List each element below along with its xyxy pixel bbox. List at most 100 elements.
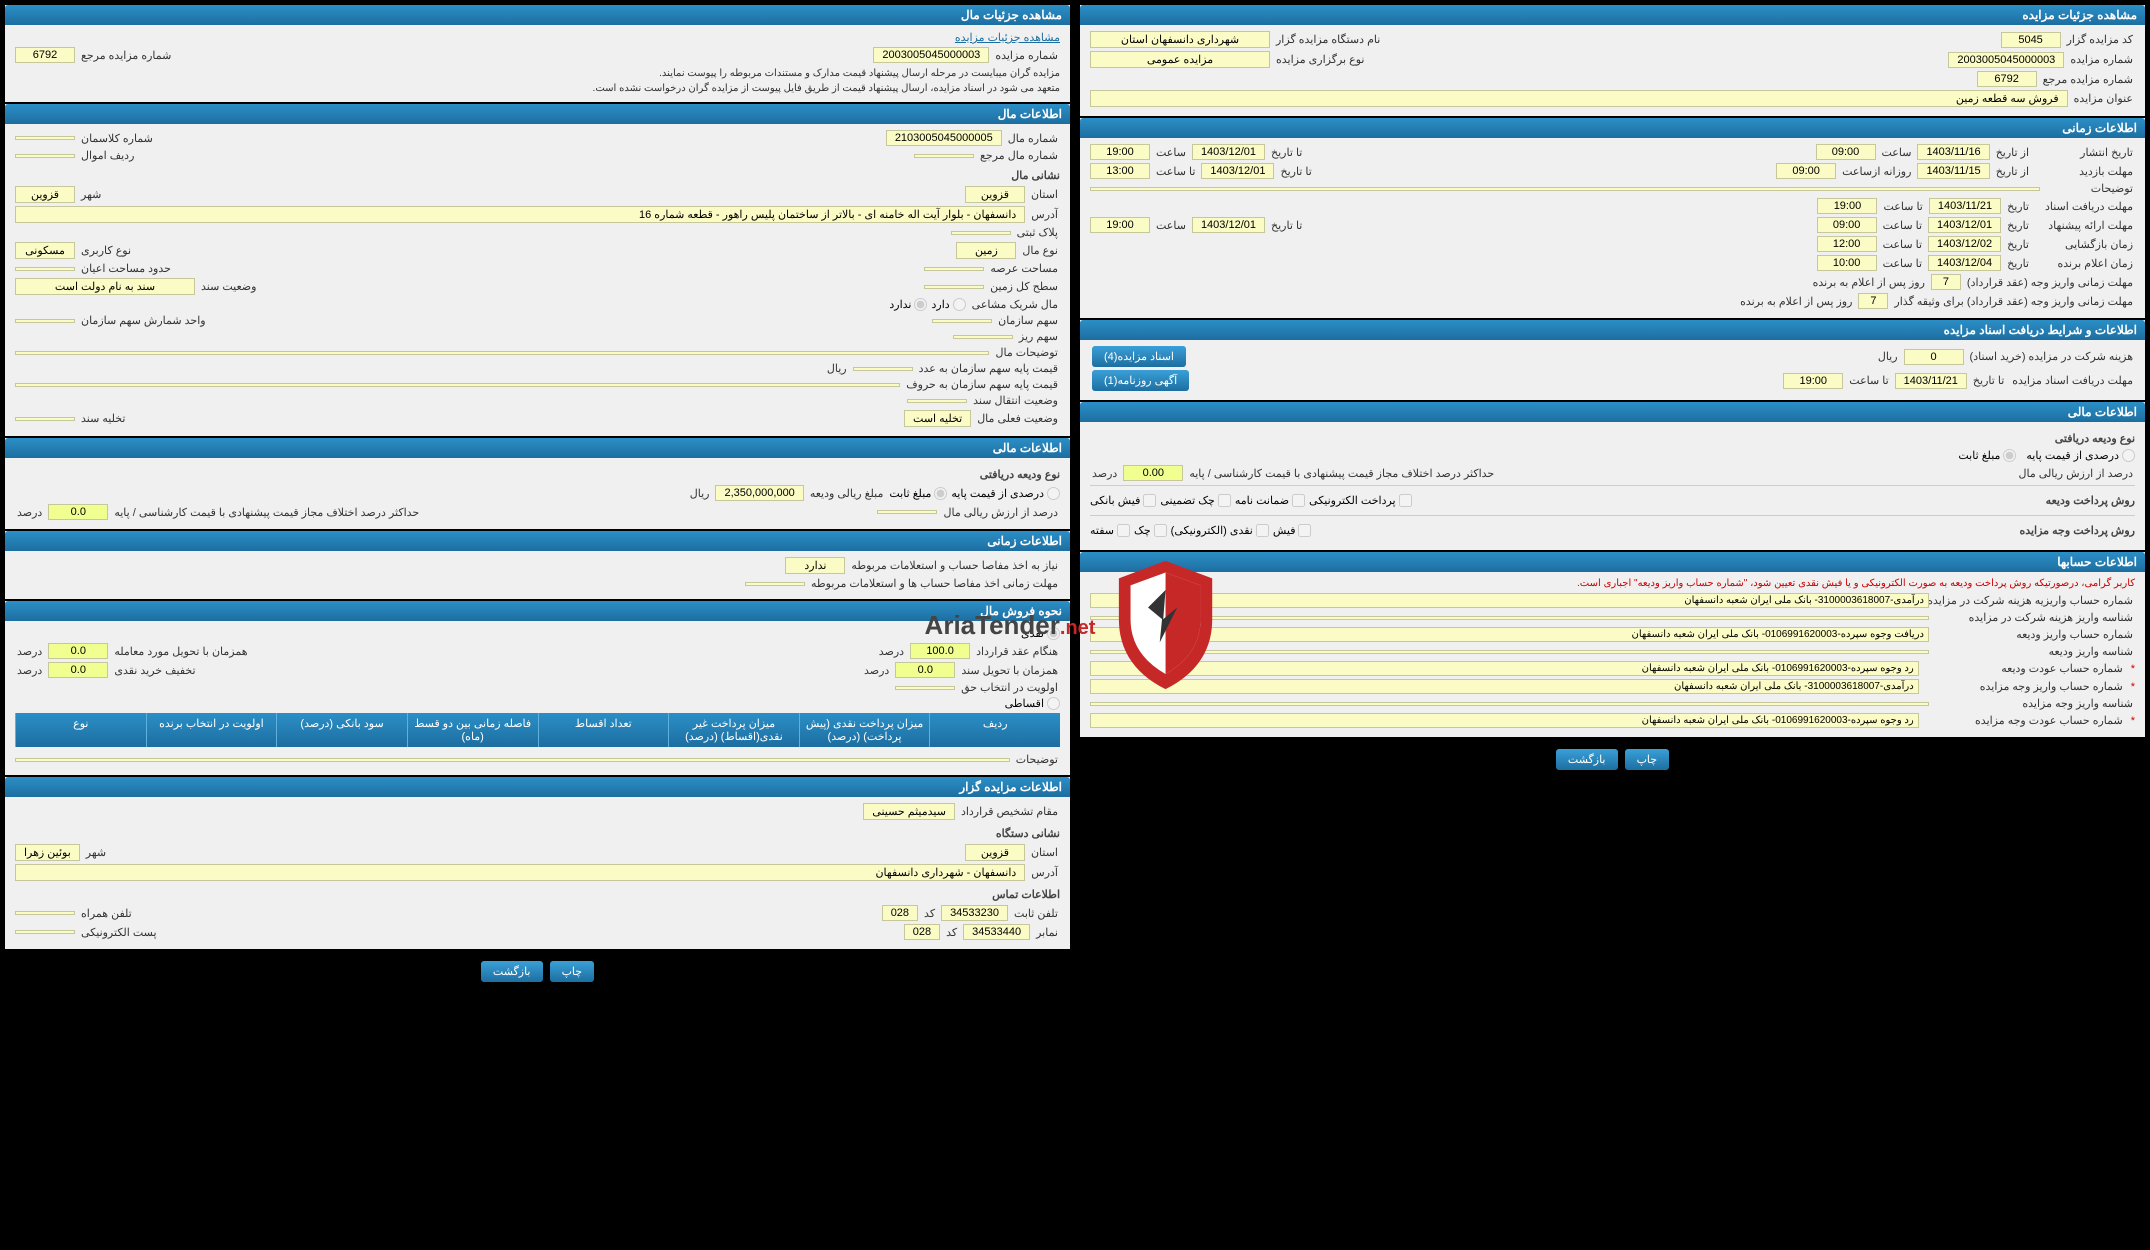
radio-fixed[interactable]: مبلغ ثابت — [889, 487, 947, 500]
tozihat-value — [1090, 187, 2040, 191]
subhead: نشانی دستگاه — [15, 823, 1060, 844]
date-value: 1403/12/01 — [1201, 163, 1274, 179]
check-fish[interactable]: فیش بانکی — [1090, 494, 1156, 507]
bank-label: شماره حساب واریز وجه مزایده — [1925, 680, 2125, 693]
bank-value: درآمدی-3100003618007- بانک ملی ایران شعب… — [1090, 679, 1919, 694]
print-button[interactable]: چاپ — [1625, 749, 1670, 770]
time-value: 09:00 — [1817, 217, 1877, 233]
sh-mozayede-label: شماره مزایده — [2068, 53, 2135, 66]
panel-title: مشاهده جزئیات مال — [5, 5, 1070, 25]
label: قیمت پایه سهم سازمان به عدد — [917, 362, 1060, 375]
value — [15, 930, 75, 934]
label: قیمت پایه سهم سازمان به حروف — [904, 378, 1060, 391]
date-value: 1403/12/02 — [1928, 236, 2001, 252]
radio-fixed[interactable]: مبلغ ثابت — [1958, 449, 2016, 462]
radio-percent[interactable]: درصدی از قیمت پایه — [951, 487, 1060, 500]
label: نوع کاربری — [79, 244, 133, 257]
value: ندارد — [785, 557, 845, 574]
label: همزمان با تحویل مورد معامله — [112, 645, 249, 658]
value: قزوین — [965, 844, 1025, 861]
label: تا ساعت — [1154, 165, 1197, 178]
bank-value — [1090, 650, 1929, 654]
check-electronic[interactable]: پرداخت الکترونیکی — [1309, 494, 1412, 507]
bank-label: شماره حساب عودت وجه مزایده — [1925, 714, 2125, 727]
value — [953, 335, 1013, 339]
label: تاریخ — [2005, 219, 2031, 232]
bank-label: شناسه واریز وجه مزایده — [1935, 697, 2135, 710]
table-header-cell: تعداد اقساط — [538, 713, 669, 747]
label: درصد — [15, 506, 44, 519]
label: اولویت در انتخاب حق — [959, 681, 1060, 694]
time-value: 19:00 — [1783, 373, 1843, 389]
days-value: 7 — [1858, 293, 1888, 309]
bank-label: شناسه واریز هزینه شرکت در مزایده — [1935, 611, 2135, 624]
value — [951, 231, 1011, 235]
check-safteh[interactable]: سفته — [1090, 524, 1130, 537]
date-value: 1403/11/16 — [1917, 144, 1989, 160]
back-button[interactable]: بازگشت — [1556, 749, 1618, 770]
label: درصد — [1090, 467, 1119, 480]
label: سهم سازمان — [996, 314, 1060, 327]
date-value: 1403/12/04 — [1928, 255, 2001, 271]
auction-docs-button[interactable]: اسناد مزایده(4) — [1092, 346, 1186, 367]
label: هنگام عقد قرارداد — [974, 645, 1060, 658]
radio-cash[interactable]: نقدی — [1021, 627, 1060, 640]
view-auction-link[interactable]: مشاهده جزئیات مزایده — [955, 31, 1060, 44]
label: روز پس از اعلام به برنده — [1738, 295, 1854, 308]
label: تا ساعت — [1881, 238, 1924, 251]
panel-title: اطلاعات زمانی — [1080, 118, 2145, 138]
label: روز پس از اعلام به برنده — [1811, 276, 1927, 289]
label: مهلت زمانی اخذ مفاصا حساب ها و استعلامات… — [809, 577, 1060, 590]
value — [924, 285, 984, 289]
table-header-cell: فاصله زمانی بین دو قسط (ماه) — [407, 713, 538, 747]
check-guarantee[interactable]: ضمانت نامه — [1235, 494, 1305, 507]
label: شهر — [79, 188, 103, 201]
label: از تاریخ — [1994, 146, 2031, 159]
label: تاریخ — [2005, 238, 2031, 251]
label: حداکثر درصد اختلاف مجاز قیمت پیشنهادی با… — [112, 506, 421, 519]
back-button[interactable]: بازگشت — [481, 961, 543, 982]
label: ریال — [688, 487, 712, 500]
radio-has[interactable]: دارد — [931, 298, 965, 311]
radio-percent[interactable]: درصدی از قیمت پایه — [2026, 449, 2135, 462]
check-cheque2[interactable]: چک — [1134, 524, 1167, 537]
nam-gozar-label: نام دستگاه مزایده گزار — [1274, 33, 1382, 46]
label: درصد از ارزش ریالی مال — [2016, 467, 2135, 480]
left-financial-panel: اطلاعات مالی نوع ودیعه دریافتی درصدی از … — [5, 438, 1070, 529]
days-value: 7 — [1931, 274, 1961, 290]
subhead: نشانی مال — [15, 165, 1060, 186]
check-fish2[interactable]: فیش — [1273, 524, 1312, 537]
auction-details-panel: مشاهده جزئیات مزایده کد مزایده گزار 5045… — [1080, 5, 2145, 116]
bank-value — [1090, 702, 1929, 706]
cost-value: 0 — [1904, 349, 1964, 365]
print-button[interactable]: چاپ — [550, 961, 595, 982]
label: درصد — [877, 645, 906, 658]
kod-gozar-value: 5045 — [2001, 32, 2061, 48]
check-cheque[interactable]: چک تضمینی — [1160, 494, 1230, 507]
radio-hasnot[interactable]: ندارد — [889, 298, 927, 311]
label: تلفن ثابت — [1012, 907, 1060, 920]
panel-title: اطلاعات مال — [5, 104, 1070, 124]
panel-title: اطلاعات مالی — [5, 438, 1070, 458]
value — [15, 319, 75, 323]
label: درصد — [862, 664, 891, 677]
label: سطح کل زمین — [988, 280, 1060, 293]
bank-label: شماره حساب عودت ودیعه — [1925, 662, 2125, 675]
bank-label: شماره حساب واریزیه هزینه شرکت در مزایده — [1935, 594, 2135, 607]
date-value: 1403/12/01 — [1192, 144, 1265, 160]
radio-installment[interactable]: اقساطی — [1005, 697, 1060, 710]
value — [745, 582, 805, 586]
label: درصد — [15, 664, 44, 677]
value — [924, 267, 984, 271]
label: توضیحات — [2044, 182, 2135, 195]
check-cash[interactable]: نقدی (الکترونیکی) — [1171, 524, 1269, 537]
organizer-panel: اطلاعات مزایده گزار مقام تشخیص قرارداد س… — [5, 777, 1070, 949]
time-value: 09:00 — [1776, 163, 1836, 179]
label: آدرس — [1029, 208, 1060, 221]
bank-account-row: شناسه واریز وجه مزایده — [1090, 697, 2135, 710]
label: هزینه شرکت در مزایده (خرید اسناد) — [1968, 350, 2135, 363]
label: پست الکترونیکی — [79, 926, 159, 939]
accounts-panel: اطلاعات حسابها کاربر گرامی، درصورتیکه رو… — [1080, 552, 2145, 737]
newspaper-ad-button[interactable]: آگهی روزنامه(1) — [1092, 370, 1189, 391]
subhead: نوع ودیعه دریافتی — [1090, 428, 2135, 449]
